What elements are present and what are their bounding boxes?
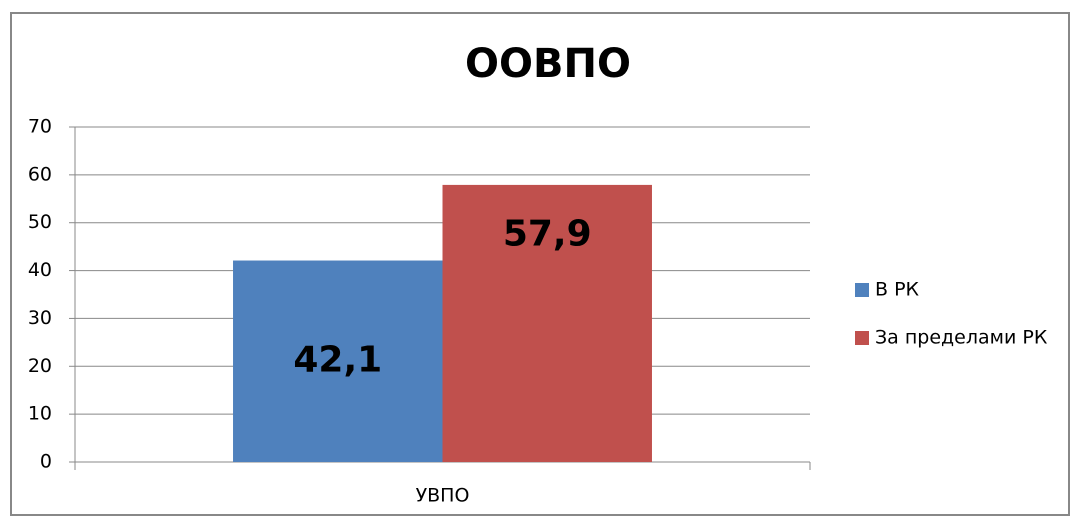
chart-title: ООВПО [465, 41, 631, 87]
y-tick-label: 70 [28, 116, 52, 138]
y-tick-label: 30 [28, 307, 52, 329]
data-label: 57,9 [503, 213, 592, 254]
y-tick-label: 50 [28, 211, 52, 233]
bar [233, 260, 443, 462]
data-label: 42,1 [293, 339, 382, 380]
y-tick-label: 20 [28, 355, 52, 377]
bar [442, 184, 652, 462]
legend-swatch [855, 331, 869, 345]
y-tick-label: 10 [28, 403, 52, 425]
y-tick-label: 40 [28, 259, 52, 281]
x-tick-label: УВПО [416, 485, 470, 507]
legend-label: В РК [875, 279, 920, 301]
y-tick-label: 60 [28, 163, 52, 185]
legend-swatch [855, 283, 869, 297]
legend-label: За пределами РК [875, 327, 1048, 349]
y-tick-label: 0 [40, 451, 52, 473]
